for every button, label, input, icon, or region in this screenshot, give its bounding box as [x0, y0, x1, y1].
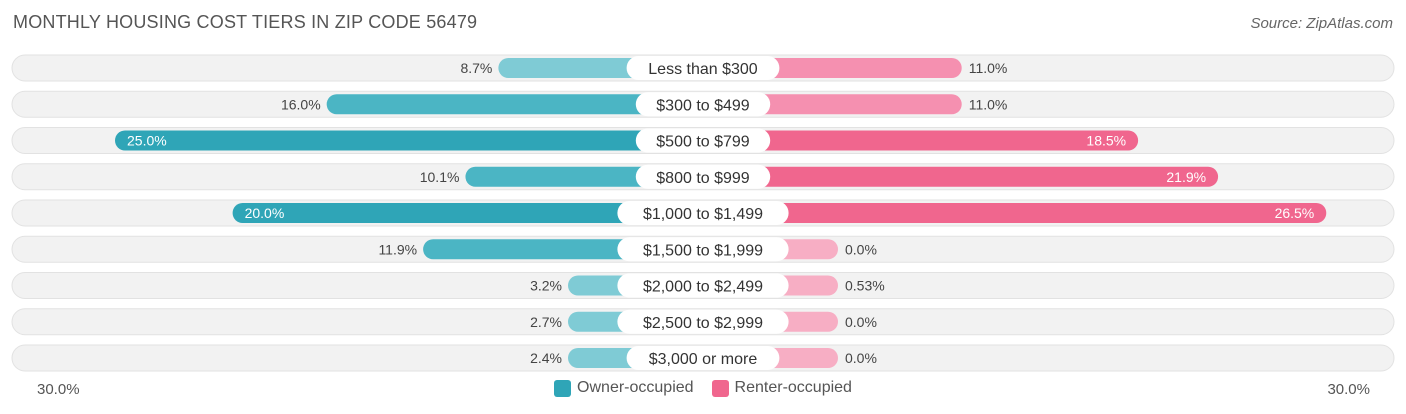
category-pill [635, 128, 771, 153]
category-label: $300 to $499 [656, 97, 750, 114]
category-label: $3,000 or more [649, 351, 758, 368]
chart-row: 2.4% 0.0% $3,000 or more [11, 344, 1395, 372]
category-pill [617, 237, 789, 262]
owner-value-label: 10.1% [420, 169, 460, 185]
owner-bar [115, 130, 703, 151]
category-label: $1,500 to $1,999 [643, 242, 763, 259]
chart-title: MONTHLY HOUSING COST TIERS IN ZIP CODE 5… [13, 12, 478, 32]
owner-value-label: 3.2% [530, 278, 562, 294]
renter-value-label: 0.0% [845, 241, 877, 257]
category-pill [635, 164, 771, 189]
legend-owner-label: Owner-occupied [577, 379, 694, 396]
chart-row: 11.9% 0.0% $1,500 to $1,999 [11, 235, 1395, 263]
category-pill [617, 309, 789, 334]
category-label: $2,500 to $2,999 [643, 315, 763, 332]
legend: Owner-occupied Renter-occupied [0, 379, 1406, 397]
owner-bar [326, 94, 703, 115]
category-label: $800 to $999 [656, 170, 750, 187]
chart-row: 10.1% 21.9% $800 to $999 [11, 163, 1395, 191]
source-label: Source: ZipAtlas.com [1250, 15, 1393, 32]
owner-value-label: 16.0% [281, 96, 321, 112]
renter-value-label: 0.0% [845, 350, 877, 366]
category-label: Less than $300 [648, 61, 758, 78]
category-pill [635, 92, 771, 117]
renter-value-label: 18.5% [1086, 133, 1126, 149]
chart-row: 8.7% 11.0% Less than $300 [11, 54, 1395, 82]
owner-value-label: 25.0% [127, 133, 167, 149]
category-pill [626, 346, 780, 370]
renter-value-label: 11.0% [969, 96, 1008, 112]
renter-value-label: 11.0% [969, 60, 1008, 76]
chart-row: 20.0% 26.5% $1,000 to $1,499 [11, 199, 1395, 227]
category-label: $1,000 to $1,499 [643, 206, 763, 223]
legend-renter-swatch [711, 379, 729, 397]
category-pill [617, 201, 789, 225]
owner-value-label: 2.7% [530, 314, 562, 330]
category-pill [626, 56, 780, 80]
owner-value-label: 11.9% [378, 241, 417, 257]
owner-bar [232, 203, 703, 223]
owner-value-label: 2.4% [530, 350, 562, 366]
owner-value-label: 8.7% [460, 60, 492, 76]
renter-value-label: 21.9% [1166, 169, 1206, 185]
legend-renter[interactable]: Renter-occupied [711, 379, 852, 397]
axis-min-label: 30.0% [37, 381, 80, 398]
axis-max-label: 30.0% [1327, 381, 1370, 398]
renter-value-label: 26.5% [1275, 205, 1315, 221]
category-label: $2,000 to $2,499 [643, 279, 763, 296]
renter-bar [703, 166, 1219, 187]
renter-bar [703, 130, 1139, 151]
renter-bar [703, 203, 1327, 223]
category-pill [617, 273, 789, 298]
chart-row: 16.0% 11.0% $300 to $499 [11, 90, 1395, 118]
renter-value-label: 0.53% [845, 278, 885, 294]
legend-renter-label: Renter-occupied [734, 379, 852, 396]
renter-value-label: 0.0% [845, 314, 877, 330]
chart-row: 25.0% 18.5% $500 to $799 [11, 127, 1395, 154]
chart-row: 2.7% 0.0% $2,500 to $2,999 [11, 308, 1395, 336]
legend-owner-swatch [554, 379, 572, 397]
owner-value-label: 20.0% [245, 205, 285, 221]
category-label: $500 to $799 [656, 134, 750, 151]
chart-row: 3.2% 0.53% $2,000 to $2,499 [11, 272, 1395, 299]
legend-owner[interactable]: Owner-occupied [554, 379, 694, 397]
